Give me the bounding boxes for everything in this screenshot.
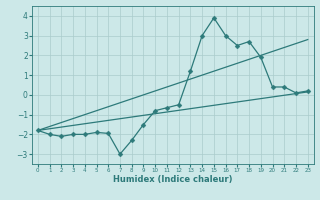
X-axis label: Humidex (Indice chaleur): Humidex (Indice chaleur) <box>113 175 233 184</box>
